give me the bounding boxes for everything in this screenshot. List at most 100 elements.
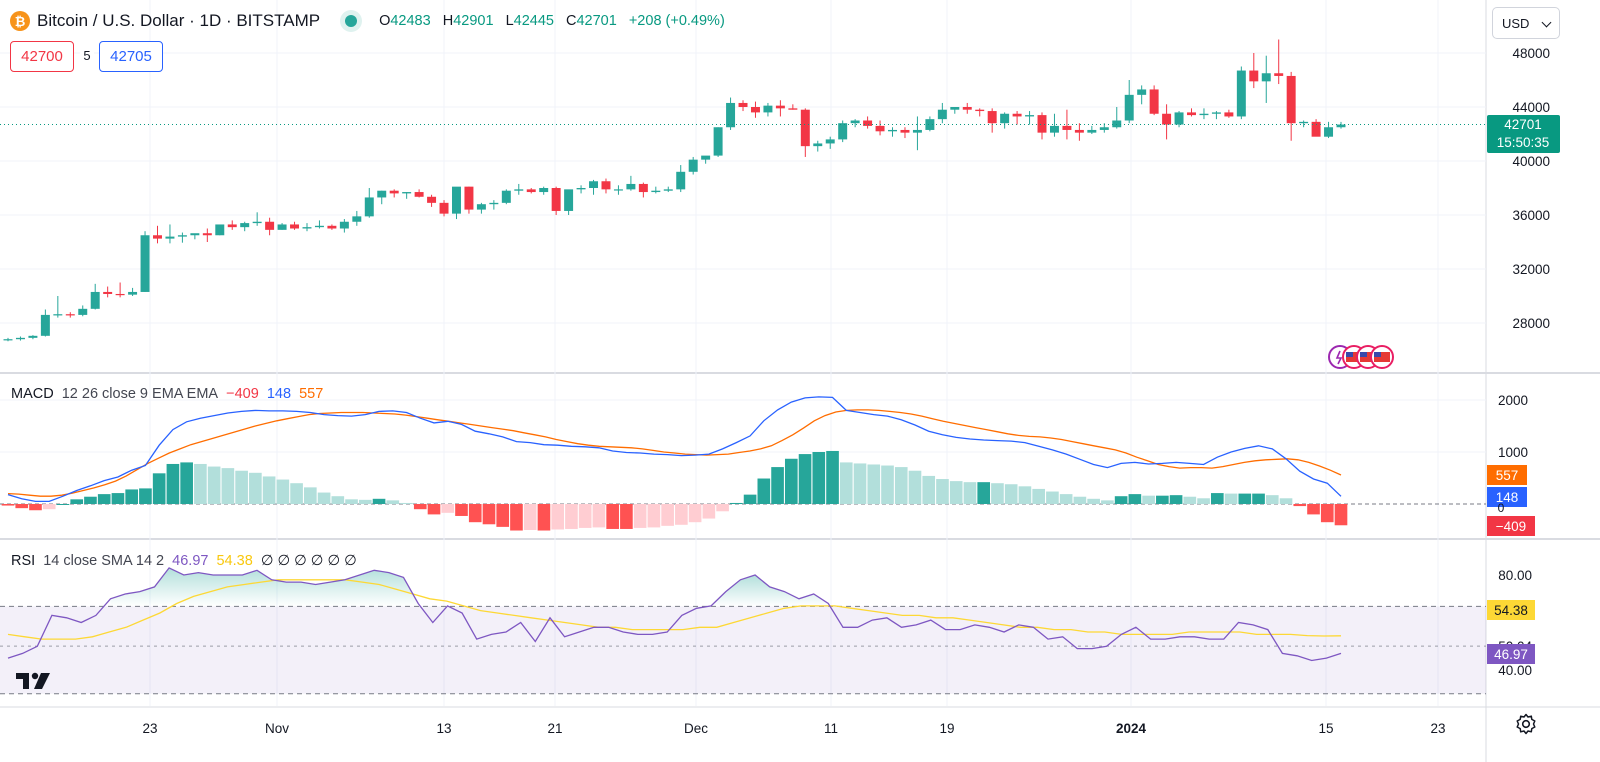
- macd-histogram-bar: [743, 494, 757, 504]
- candle: [626, 175, 636, 191]
- macd-histogram-bar: [152, 473, 166, 504]
- macd-histogram-bar: [1018, 486, 1032, 504]
- symbol-title[interactable]: Bitcoin / U.S. Dollar · 1D · BITSTAMP: [37, 11, 321, 30]
- candle-body: [564, 189, 574, 211]
- currency-label: USD: [1502, 15, 1530, 31]
- macd-histogram-bar: [221, 468, 235, 504]
- candle-body: [875, 125, 885, 132]
- candle: [364, 188, 374, 218]
- candle-body: [589, 181, 599, 188]
- event-flags-icon[interactable]: [1326, 343, 1396, 371]
- candle: [589, 179, 599, 195]
- candle: [987, 108, 997, 133]
- candle: [975, 108, 985, 117]
- macd-zero-label: 0: [1498, 501, 1505, 515]
- macd-histogram-bar: [400, 502, 413, 504]
- macd-histogram-bar: [317, 492, 331, 504]
- macd-histogram-bar: [1087, 498, 1100, 504]
- candle-body: [676, 171, 686, 190]
- candle-body: [551, 188, 561, 211]
- candle-body: [1187, 112, 1196, 116]
- macd-histogram-bar: [675, 504, 688, 525]
- macd-line-tag: [1487, 487, 1527, 507]
- candle-body: [613, 189, 623, 191]
- candle: [526, 188, 536, 194]
- price-axis-label: 44000: [1512, 100, 1550, 115]
- candle-body: [202, 233, 212, 236]
- price-axis-label: 40000: [1512, 154, 1550, 169]
- market-status-icon[interactable]: [345, 15, 358, 27]
- macd-histogram-bar: [1032, 488, 1045, 504]
- macd-histogram-bar: [894, 467, 908, 504]
- candle-body: [800, 109, 810, 147]
- candle: [1274, 39, 1284, 85]
- candle-body: [539, 188, 549, 193]
- time-axis-label: 2024: [1116, 721, 1147, 736]
- candle-body: [850, 120, 860, 124]
- macd-histogram-bar: [1293, 504, 1307, 507]
- rsi-value-tag-label: 46.97: [1494, 647, 1528, 662]
- candle: [539, 186, 549, 195]
- macd-histogram-bar: [1197, 498, 1210, 504]
- candle-body: [912, 129, 922, 133]
- candle-body: [364, 197, 374, 217]
- settings-gear-icon[interactable]: [1514, 712, 1538, 736]
- price-axis-label: 36000: [1512, 208, 1550, 223]
- time-axis-label: Nov: [265, 721, 289, 736]
- macd-legend[interactable]: MACD 12 26 close 9 EMA EMA −409 148 557: [11, 386, 327, 402]
- candle: [327, 224, 337, 230]
- macd-params: 12 26 close 9 EMA EMA: [61, 386, 219, 402]
- macd-histogram-bar: [1183, 496, 1197, 504]
- countdown-value: 15:50:35: [1497, 135, 1550, 150]
- candle-body: [962, 107, 972, 110]
- candle: [15, 336, 25, 341]
- currency-selector[interactable]: USD: [1492, 7, 1560, 39]
- candle-body: [726, 102, 736, 128]
- candle-body: [177, 235, 187, 237]
- candle-body: [1336, 124, 1346, 128]
- candle-body: [626, 183, 636, 190]
- buy-price-button[interactable]: 42705: [99, 41, 163, 72]
- time-axis-label: 13: [436, 721, 451, 736]
- macd-histogram-bar: [207, 466, 221, 504]
- rsi-line: [7, 567, 1342, 662]
- macd-histogram-bar: [661, 504, 674, 526]
- candle: [937, 102, 947, 124]
- macd-histogram-bar: [1320, 504, 1334, 523]
- price-axis-label: 48000: [1512, 46, 1550, 61]
- candle-body: [788, 108, 798, 110]
- candle-body: [501, 190, 511, 203]
- candle-body: [750, 107, 760, 113]
- macd-histogram-bar: [1059, 494, 1073, 504]
- candle: [825, 136, 835, 149]
- candle-body: [277, 224, 287, 230]
- candle: [800, 108, 810, 157]
- candle-body: [389, 190, 399, 194]
- tradingview-logo-icon[interactable]: [14, 669, 54, 693]
- candle: [551, 186, 561, 215]
- candle: [476, 202, 486, 214]
- macd-histogram-bar: [290, 483, 303, 504]
- candle-body: [265, 221, 275, 230]
- candle-body: [1311, 121, 1321, 137]
- rsi-overbought-fill: [711, 575, 829, 607]
- macd-histogram-bar: [180, 462, 193, 504]
- candle-body: [103, 291, 113, 294]
- sell-price-button[interactable]: 42700: [10, 41, 74, 72]
- open-label: O: [379, 13, 391, 29]
- candle-body: [813, 143, 823, 147]
- candle: [750, 101, 760, 118]
- candle: [601, 178, 611, 194]
- rsi-legend[interactable]: RSI 14 close SMA 14 2 46.97 54.38 ∅ ∅ ∅ …: [11, 553, 361, 569]
- candle-body: [838, 123, 848, 140]
- candle-body: [215, 224, 225, 236]
- candle: [314, 220, 324, 229]
- candle: [850, 119, 860, 128]
- open-value: 42483: [390, 13, 431, 29]
- macd-histogram-bar: [194, 463, 207, 504]
- macd-histogram-bar: [1156, 495, 1169, 504]
- candle: [1311, 119, 1321, 137]
- candle: [464, 186, 474, 214]
- candle-body: [302, 227, 312, 229]
